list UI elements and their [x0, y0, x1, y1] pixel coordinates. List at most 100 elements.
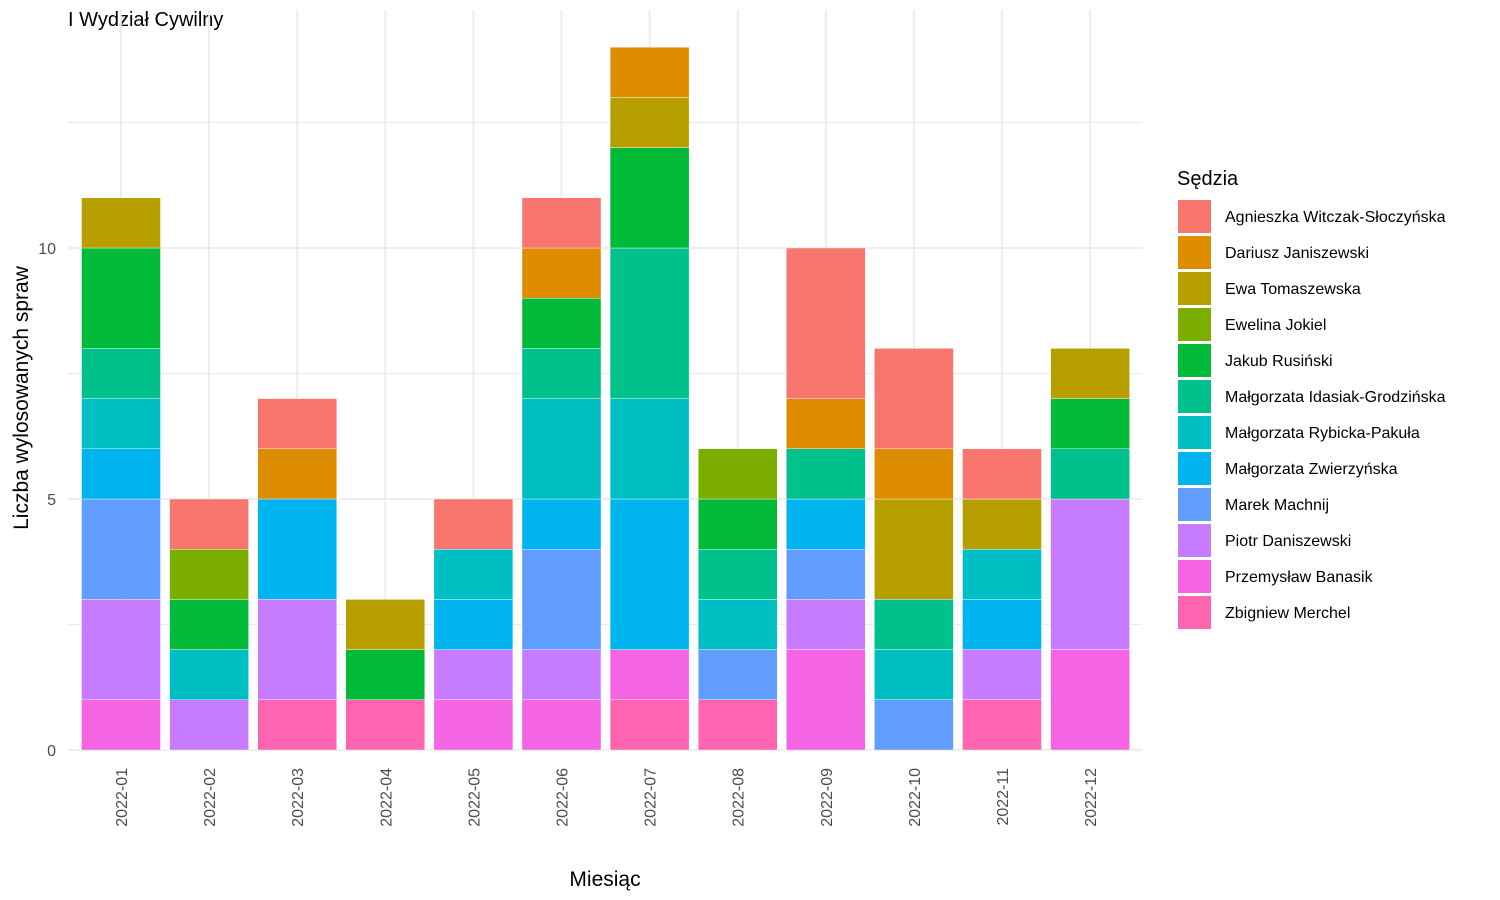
y-tick-label: 5: [47, 492, 56, 509]
y-tick-label: 0: [47, 743, 56, 760]
bar-segment: [169, 549, 249, 600]
legend-swatch: [1178, 200, 1211, 233]
legend-label: Jakub Rusiński: [1225, 353, 1333, 370]
bar-segment: [962, 599, 1042, 650]
legend-label: Piotr Daniszewski: [1225, 533, 1351, 550]
bar-segment: [698, 649, 778, 700]
bar-segment: [786, 398, 866, 450]
bar-segment: [521, 247, 602, 299]
bar-segment: [962, 498, 1042, 550]
bar-segment: [786, 498, 866, 550]
bar-segment: [609, 147, 690, 249]
bar-segment: [1050, 398, 1130, 450]
bar-segment: [169, 498, 249, 550]
legend-label: Przemysław Banasik: [1225, 569, 1374, 586]
bar-segment: [433, 549, 514, 600]
x-tick-label: 2022-10: [907, 768, 924, 827]
bar-segment: [521, 649, 602, 700]
bar-segment: [1050, 498, 1130, 650]
x-tick-label: 2022-05: [466, 768, 483, 827]
bar-segment: [786, 448, 866, 500]
bar-segment: [81, 348, 161, 399]
bar-segment: [521, 298, 602, 349]
bar-segment: [521, 197, 602, 249]
bar-segment: [962, 448, 1042, 500]
x-tick-label: 2022-01: [114, 768, 131, 827]
bar-segment: [698, 498, 778, 550]
bar-segment: [609, 97, 690, 148]
x-tick-label: 2022-09: [819, 768, 836, 827]
bar-segment: [962, 549, 1042, 600]
bar-segment: [81, 498, 161, 600]
bar-segment: [81, 247, 161, 349]
legend-swatch: [1178, 272, 1211, 305]
bar-segment: [257, 599, 337, 701]
bar-segment: [345, 599, 425, 650]
x-tick-label: 2022-08: [731, 768, 748, 827]
y-axis: 0 5 10: [38, 241, 56, 760]
chart-title: I Wydział Cywilny: [68, 9, 223, 31]
bar-segment: [698, 699, 778, 751]
bar-segment: [521, 398, 602, 500]
legend-label: Małgorzata Rybicka-Pakuła: [1225, 425, 1420, 442]
bar-segment: [786, 247, 866, 399]
bar-segment: [874, 699, 954, 751]
bar-segment: [874, 498, 954, 600]
x-tick-label: 2022-04: [378, 768, 395, 827]
bar-segment: [433, 599, 514, 650]
bar-segment: [169, 699, 249, 751]
x-tick-label: 2022-11: [995, 768, 1012, 826]
bar-segment: [81, 699, 161, 751]
legend-label: Małgorzata Idasiak-Grodzińska: [1225, 389, 1446, 406]
legend-swatch: [1178, 560, 1211, 593]
bar-segment: [81, 599, 161, 701]
bar-segment: [609, 398, 690, 500]
bar-segment: [874, 348, 954, 449]
legend-swatch: [1178, 236, 1211, 269]
x-tick-label: 2022-02: [202, 768, 219, 827]
legend-swatch: [1178, 308, 1211, 341]
bar-segment: [521, 498, 602, 550]
bar-segment: [1050, 448, 1130, 500]
bar-segment: [698, 599, 778, 650]
bar-segment: [874, 599, 954, 650]
y-axis-label: Liczba wylosowanych spraw: [10, 265, 33, 530]
bar-segment: [81, 398, 161, 450]
y-tick-label: 10: [38, 241, 56, 258]
x-axis: 2022-01 2022-02 2022-03 2022-04 2022-05 2022-…: [114, 768, 1100, 827]
bar-segment: [169, 599, 249, 650]
legend-label: Ewa Tomaszewska: [1225, 281, 1361, 298]
legend-label: Agnieszka Witczak-Słoczyńska: [1225, 209, 1446, 226]
legend-swatch: [1178, 416, 1211, 449]
x-axis-label: Miesiąc: [569, 868, 640, 891]
bar-segment: [1050, 348, 1130, 399]
bar-segment: [609, 247, 690, 399]
legend-label: Ewelina Jokiel: [1225, 317, 1326, 334]
bar-segment: [609, 498, 690, 650]
bar-segment: [874, 448, 954, 500]
x-tick-label: 2022-07: [643, 768, 660, 827]
x-tick-label: 2022-06: [555, 768, 572, 827]
bar-segment: [433, 699, 514, 751]
legend-label: Małgorzata Zwierzyńska: [1225, 461, 1398, 478]
bar-segment: [698, 549, 778, 600]
bar-segment: [609, 649, 690, 700]
bar-segment: [698, 448, 778, 500]
legend-label: Marek Machnij: [1225, 497, 1329, 514]
x-tick-label: 2022-12: [1083, 768, 1100, 827]
x-tick-label: 2022-03: [290, 768, 307, 827]
bar-segment: [257, 398, 337, 450]
legend-swatch: [1178, 596, 1211, 629]
legend-label: Zbigniew Merchel: [1225, 605, 1350, 622]
bar-segment: [257, 498, 337, 600]
bar-segment: [521, 699, 602, 751]
legend-swatch: [1178, 488, 1211, 521]
bar-segment: [345, 649, 425, 700]
bar-segment: [609, 699, 690, 751]
legend: Sędzia Agnieszka Witczak-Słoczyńska Dariu…: [1177, 168, 1446, 629]
bar-segment: [81, 197, 161, 249]
bar-segment: [433, 649, 514, 700]
bar-segment: [81, 448, 161, 500]
bars: [81, 47, 1130, 751]
bar-segment: [433, 498, 514, 550]
